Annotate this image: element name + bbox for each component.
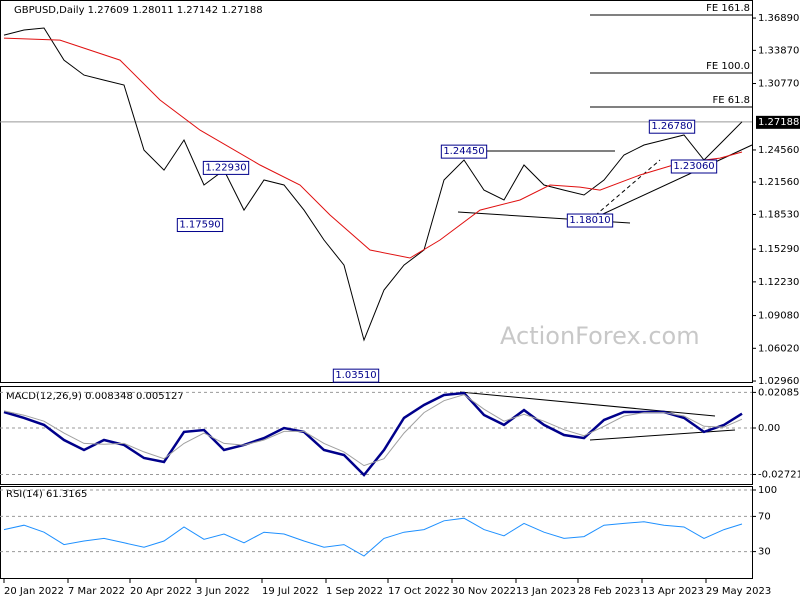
- fe-label: FE 100.0: [706, 61, 750, 72]
- last-price-label: 1.27188: [758, 117, 799, 128]
- label-box: [566, 213, 614, 228]
- macd-title: MACD(12,26,9) 0.008348 0.005127: [6, 391, 184, 402]
- x-tick-label: 29 May 2023: [706, 586, 771, 597]
- series-line: [3, 27, 743, 342]
- series-line: [3, 517, 743, 557]
- x-tick-label: 17 Oct 2022: [388, 586, 450, 597]
- annotation-label: 1.26780: [651, 121, 692, 132]
- x-tick-label: 28 Feb 2023: [578, 586, 640, 597]
- label-box: [176, 218, 224, 233]
- y-tick-label: 1.33870: [758, 45, 799, 56]
- watermark: ActionForex.com: [500, 322, 700, 350]
- series-line: [3, 394, 743, 467]
- annotation-label: 1.24450: [443, 146, 484, 157]
- annotation-label: 1.22930: [205, 162, 246, 173]
- y-tick-label: 1.06020: [758, 343, 799, 354]
- annotation-label: 1.17590: [179, 220, 220, 231]
- series-line: [3, 37, 743, 259]
- trendline: [589, 144, 753, 221]
- label-box: [756, 115, 800, 129]
- y-tick-label: 1.24560: [758, 145, 799, 156]
- macd-panel: [0, 386, 753, 485]
- y-tick-label: 70: [758, 511, 771, 522]
- label-box: [670, 159, 718, 174]
- annotation-label: 1.03510: [335, 370, 376, 381]
- x-tick-label: 19 Jul 2022: [262, 586, 319, 597]
- y-tick-label: 0.020858: [758, 387, 800, 398]
- fe-label: FE 61.8: [712, 95, 750, 106]
- chart-title: GBPUSD,Daily 1.27609 1.28011 1.27142 1.2…: [14, 5, 263, 16]
- x-tick-label: 30 Nov 2022: [452, 586, 516, 597]
- label-box: [648, 119, 696, 134]
- annotation-label: 1.18010: [569, 215, 610, 226]
- rsi-title: RSI(14) 61.3165: [6, 489, 87, 500]
- x-tick-label: 13 Jan 2023: [516, 586, 576, 597]
- label-box: [332, 368, 380, 383]
- trendline: [589, 429, 736, 441]
- rsi-panel: [0, 486, 753, 579]
- fe-label: FE 161.8: [706, 3, 750, 14]
- y-tick-label: 1.02960: [758, 376, 799, 387]
- x-tick-label: 20 Jan 2022: [4, 586, 64, 597]
- y-tick-label: 0.00: [758, 423, 780, 434]
- y-tick-label: 1.15290: [758, 244, 799, 255]
- y-tick-label: 1.18530: [758, 209, 799, 220]
- trendline: [589, 159, 661, 221]
- y-tick-label: 1.30770: [758, 79, 799, 90]
- y-tick-label: 100: [758, 485, 777, 496]
- x-tick-label: 7 Mar 2022: [68, 586, 125, 597]
- y-tick-label: 1.36890: [758, 13, 799, 24]
- x-tick-label: 1 Sep 2022: [326, 586, 383, 597]
- trendline: [459, 391, 716, 417]
- trendlines: [457, 144, 753, 441]
- x-tick-label: 3 Jun 2022: [196, 586, 250, 597]
- x-tick-label: 20 Apr 2022: [130, 586, 192, 597]
- y-tick-label: 1.21560: [758, 177, 799, 188]
- annotation-label: 1.23060: [673, 161, 714, 172]
- label-box: [440, 144, 488, 159]
- y-tick-label: 1.12230: [758, 277, 799, 288]
- x-tick-label: 13 Apr 2023: [642, 586, 704, 597]
- label-box: [202, 160, 250, 175]
- y-tick-label: -0.027213: [758, 469, 800, 480]
- y-tick-label: 1.09080: [758, 311, 799, 322]
- y-tick-label: 30: [758, 547, 771, 558]
